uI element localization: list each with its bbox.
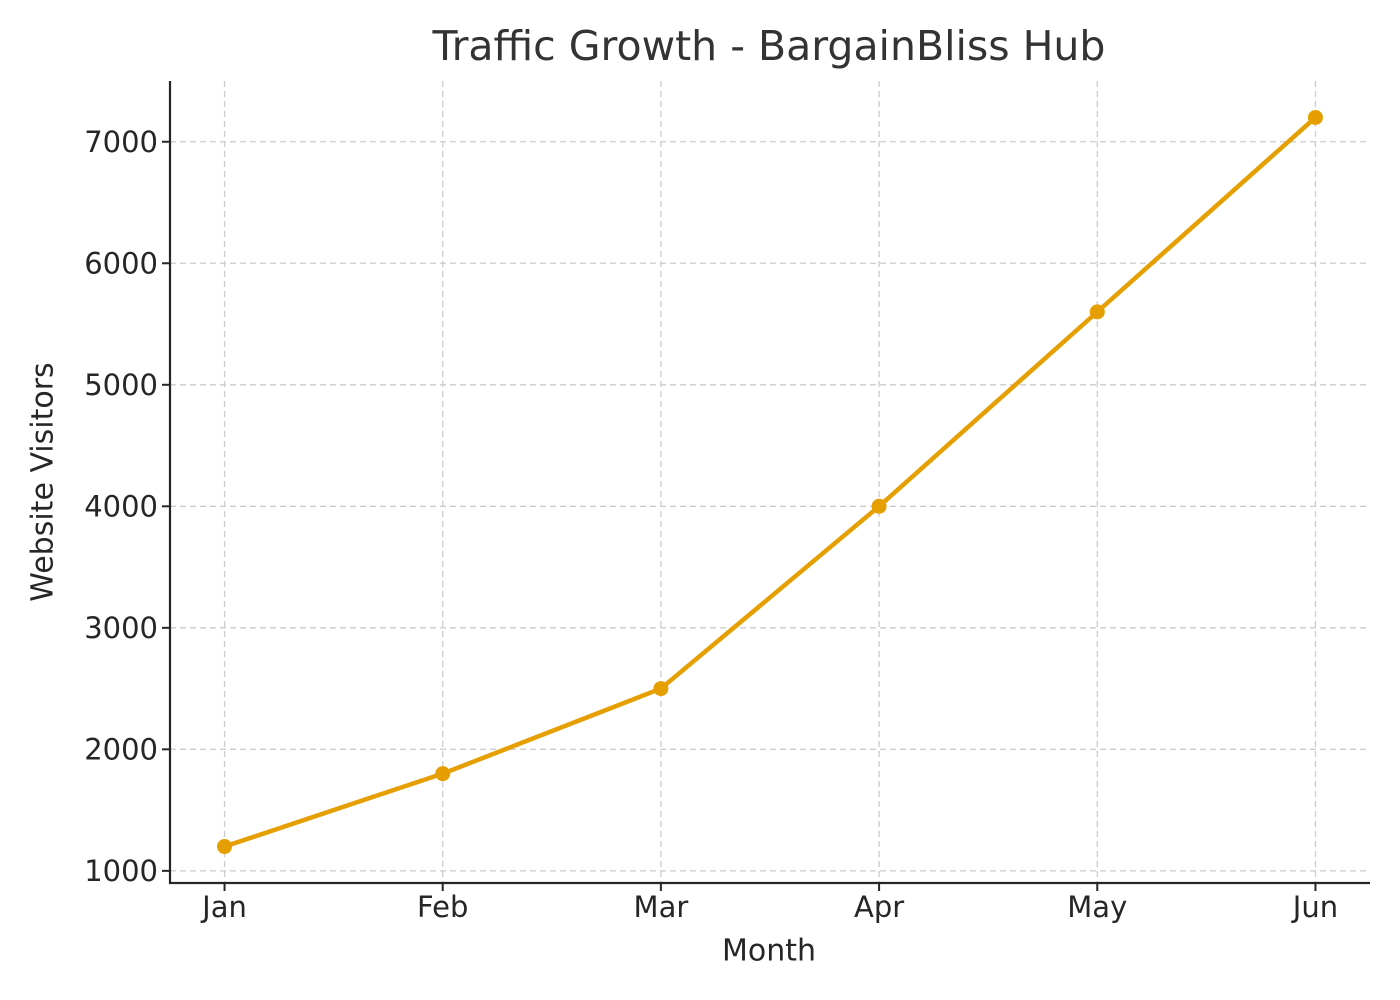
y-tick-label: 1000 <box>84 854 158 888</box>
data-point <box>653 681 669 697</box>
x-tick-label: May <box>1067 890 1127 924</box>
x-tick-label: Jan <box>200 890 247 924</box>
y-tick-label: 4000 <box>84 489 158 523</box>
data-point <box>1307 109 1323 125</box>
x-axis-label: Month <box>722 934 816 969</box>
data-point <box>435 766 451 782</box>
series-line <box>223 115 1317 849</box>
y-tick-label: 3000 <box>84 611 158 645</box>
data-point <box>217 839 233 855</box>
data-point <box>871 498 887 514</box>
x-tick-label: Mar <box>634 890 689 924</box>
y-axis-label: Website Visitors <box>26 362 61 601</box>
x-tick-label: Jun <box>1291 890 1338 924</box>
y-tick-label: 5000 <box>84 368 158 402</box>
chart-title: Traffic Growth - BargainBliss Hub <box>432 22 1106 70</box>
y-tick-label: 6000 <box>84 246 158 280</box>
x-tick-label: Feb <box>417 890 468 924</box>
x-tick-label: Apr <box>854 890 904 924</box>
y-tick-label: 2000 <box>84 732 158 766</box>
y-tick-label: 7000 <box>84 125 158 159</box>
data-point <box>1089 304 1105 320</box>
